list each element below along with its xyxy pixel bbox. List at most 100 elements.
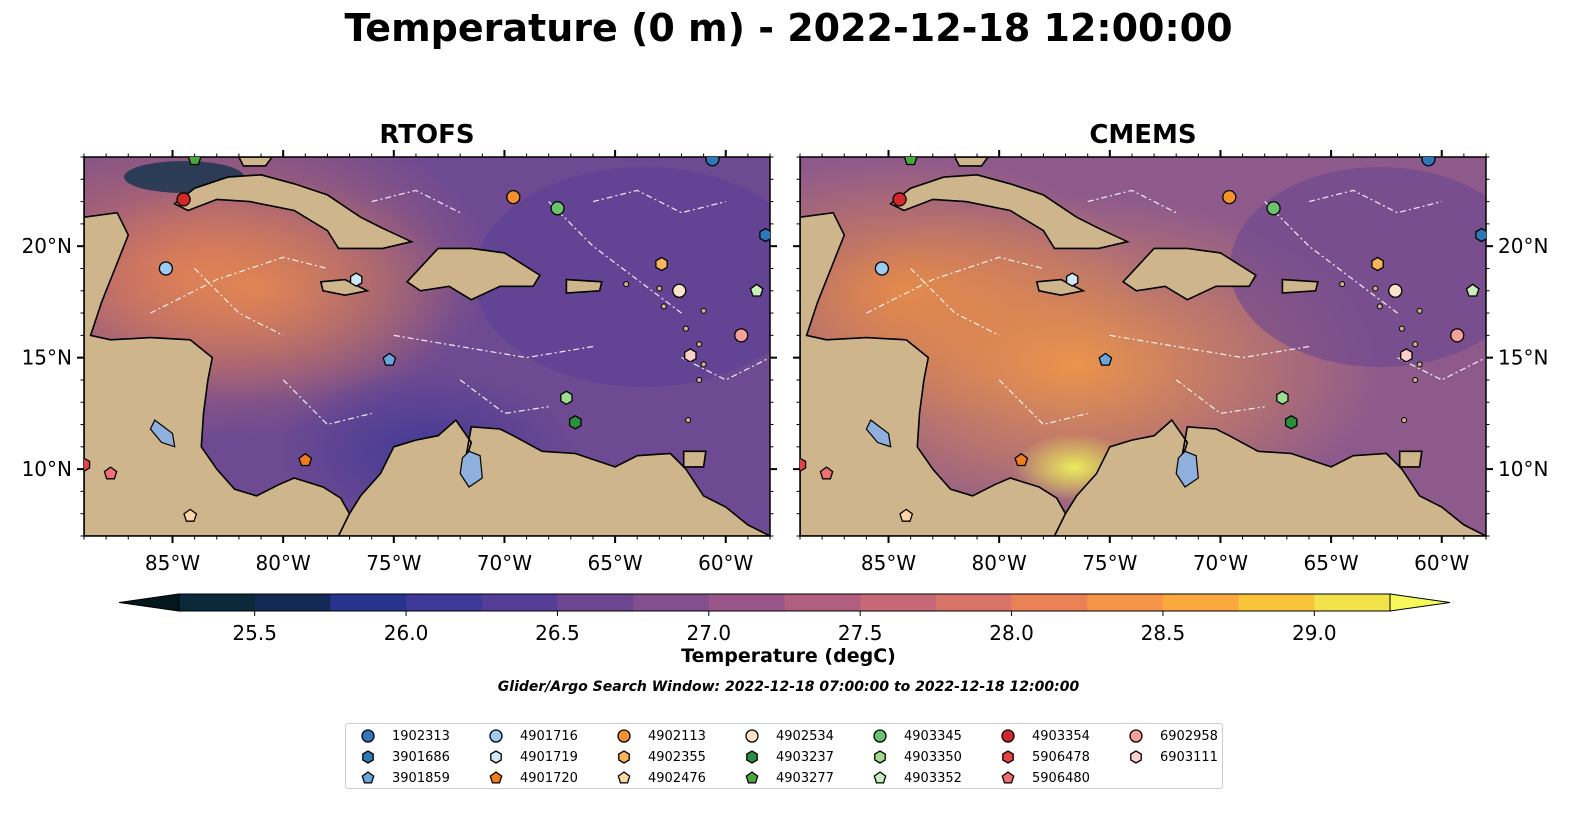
marker-4901716 <box>874 261 890 276</box>
legend-item-4903350: 4903350 <box>872 747 962 767</box>
legend-marker <box>873 771 887 784</box>
marker-4902355 <box>1371 256 1384 272</box>
lake-nicaragua <box>149 419 176 448</box>
glider-legend: 1902313 3901686 3901859 4901716 4901719 49017… <box>345 723 1223 789</box>
land-southamerica <box>1053 418 1486 536</box>
legend-label: 4903352 <box>904 770 962 786</box>
marker-4903345 <box>550 201 565 216</box>
legend-marker <box>746 750 758 764</box>
map-panel-cmems: 85°W 80°W 75°W 70°W 65°W 60°W 10°N 15°N 20°N <box>793 150 1548 575</box>
lat-tick-label: 20°N <box>1498 234 1548 258</box>
eez-boundary <box>1308 189 1442 214</box>
legend-marker <box>745 729 759 743</box>
eez-boundary <box>459 379 549 415</box>
marker-4903277 <box>903 157 918 166</box>
legend-marker <box>618 750 630 764</box>
land-hispaniola <box>1121 247 1257 301</box>
lon-tick-label: 70°W <box>1193 551 1248 575</box>
legend-item-4902355: 4902355 <box>616 747 706 767</box>
lat-tick-label: 20°N <box>22 234 72 258</box>
lake-maracaibo <box>1175 450 1199 488</box>
lat-tick-label: 10°N <box>22 457 72 481</box>
eez-boundary <box>592 189 726 214</box>
eez-boundary <box>1264 201 1398 314</box>
legend-item-4903237: 4903237 <box>744 747 834 767</box>
island <box>1416 307 1423 314</box>
island <box>696 341 703 348</box>
marker-5906478 <box>84 457 91 472</box>
legend-marker <box>874 750 886 764</box>
land-jamaica <box>1035 278 1086 297</box>
eez-boundary <box>282 379 372 426</box>
legend-marker-icon <box>746 750 758 764</box>
colorbar-bin <box>557 594 634 611</box>
marker-1902313 <box>705 157 720 167</box>
lon-tick-label: 60°W <box>1414 551 1469 575</box>
marker-3901859 <box>382 352 397 366</box>
marker-4902476 <box>183 508 198 522</box>
eez-boundary <box>1109 334 1310 359</box>
colorbar-tick-label: 27.0 <box>687 621 732 645</box>
colorbar-bin <box>1314 594 1391 611</box>
colorbar-tick-label: 26.0 <box>384 621 429 645</box>
marker-4903237 <box>568 415 582 430</box>
legend-label: 4903277 <box>776 770 834 786</box>
eez-boundary <box>1087 189 1177 214</box>
legend-label: 4903237 <box>776 749 834 765</box>
legend-marker-icon <box>617 771 631 784</box>
lon-tick-label: 75°W <box>1082 551 1137 575</box>
colorbar-bin <box>254 594 331 611</box>
island <box>700 307 707 314</box>
legend-label: 4903350 <box>904 749 962 765</box>
colorbar-bin <box>633 594 710 611</box>
legend-marker <box>1129 729 1143 743</box>
eez-boundary <box>1175 379 1265 415</box>
eez-boundary <box>998 379 1088 426</box>
legend-item-3901686: 3901686 <box>360 747 450 767</box>
marker-5906480 <box>103 466 118 480</box>
legend-label: 4903354 <box>1032 728 1090 744</box>
island <box>700 361 707 368</box>
lon-tick-label: 65°W <box>587 551 642 575</box>
marker-4903345 <box>1266 201 1281 216</box>
eez-boundary <box>371 189 461 214</box>
marker-4903352 <box>1465 283 1480 297</box>
marker-3901859 <box>1098 352 1113 366</box>
island <box>1401 417 1408 424</box>
legend-label: 4903345 <box>904 728 962 744</box>
search-window-note: Glider/Argo Search Window: 2022-12-18 07… <box>497 679 1080 695</box>
island <box>682 325 689 332</box>
land-hispaniola <box>405 247 541 301</box>
land-trinidad <box>1398 450 1423 468</box>
lake-maracaibo <box>459 450 483 488</box>
island <box>1372 285 1379 292</box>
legend-marker-icon <box>1002 750 1014 764</box>
marker-5906478 <box>800 457 807 472</box>
legend-marker-icon <box>1130 750 1142 764</box>
colorbar-bin <box>784 594 861 611</box>
legend-label: 4902355 <box>648 749 706 765</box>
legend-label: 4902534 <box>776 728 834 744</box>
marker-4903354 <box>176 192 191 207</box>
colorbar-frame <box>178 593 1391 612</box>
island <box>623 281 630 288</box>
island <box>1339 281 1346 288</box>
lon-tick-label: 65°W <box>1303 551 1358 575</box>
colorbar-bin <box>1238 594 1315 611</box>
land-cuba <box>889 173 1130 250</box>
legend-marker-icon <box>874 750 886 764</box>
legend-marker <box>489 729 503 743</box>
colorbar-bin <box>1011 594 1088 611</box>
legend-label: 3901686 <box>392 749 450 765</box>
lon-tick-label: 60°W <box>698 551 753 575</box>
marker-4901720 <box>1014 452 1029 467</box>
marker-4902534 <box>1388 283 1403 298</box>
legend-label: 6903111 <box>1160 749 1218 765</box>
marker-4903277 <box>187 157 202 166</box>
marker-5906480 <box>819 466 834 480</box>
land-floridaish <box>238 157 274 167</box>
legend-label: 1902313 <box>392 728 450 744</box>
colorbar-tick-label: 26.5 <box>535 621 580 645</box>
legend-marker-icon <box>1001 771 1015 784</box>
legend-marker <box>1002 750 1014 764</box>
